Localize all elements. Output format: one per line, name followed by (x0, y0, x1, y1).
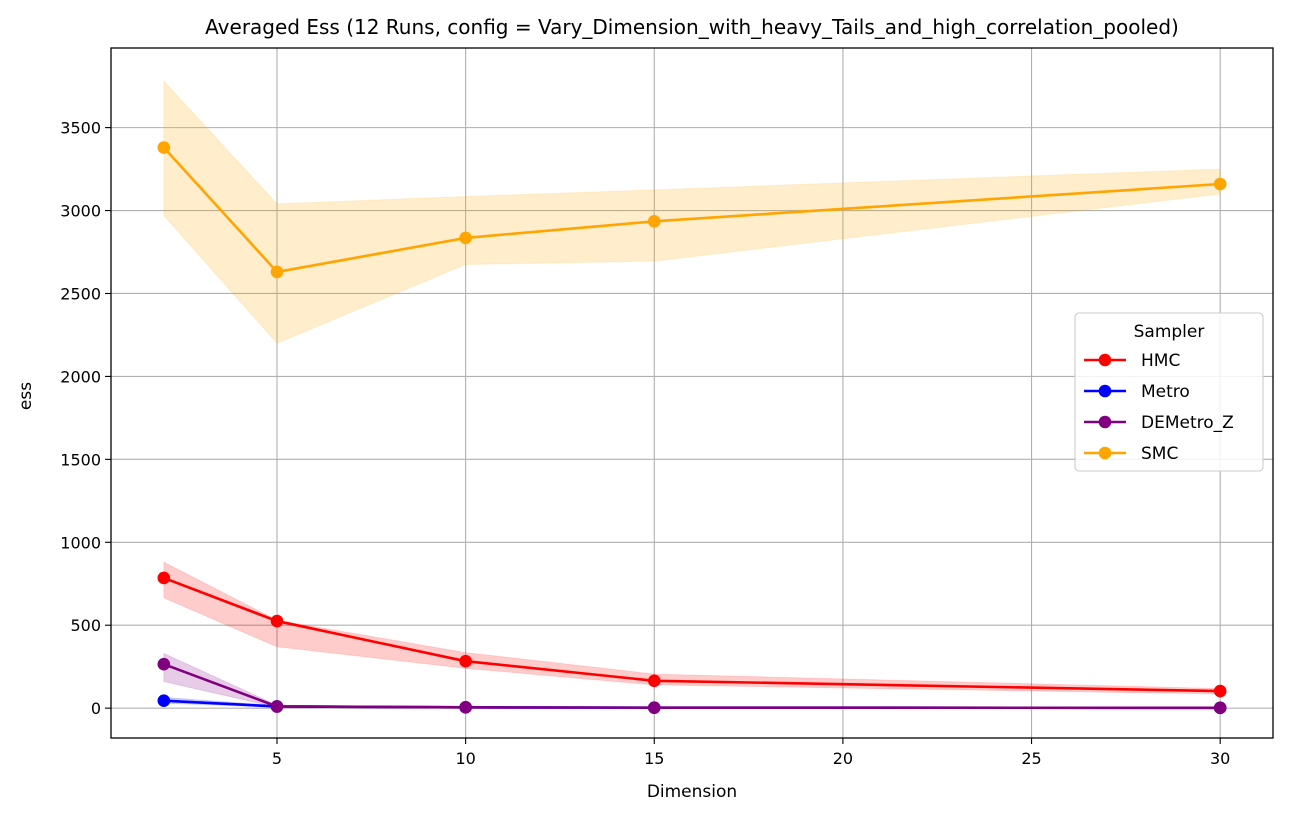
legend: Sampler HMC Metro DEMetro_Z SMC (1074, 312, 1264, 472)
legend-marker-metro (1098, 384, 1112, 398)
point-hmc (647, 674, 661, 688)
y-tick-label: 500 (70, 616, 101, 635)
x-tick-label: 5 (272, 749, 282, 768)
legend-marker-demetro_z (1098, 415, 1112, 429)
x-axis-ticks: 5 10 15 20 25 30 (272, 738, 1230, 768)
point-smc (157, 141, 171, 154)
y-tick-label: 3500 (60, 119, 101, 138)
x-tick-label: 15 (644, 749, 664, 768)
legend-marker-smc (1098, 446, 1112, 460)
legend-title: Sampler (1134, 322, 1205, 342)
point-smc (459, 231, 472, 245)
band-hmc (163, 561, 1221, 695)
y-tick-label: 1000 (60, 533, 101, 552)
point-hmc (459, 654, 472, 668)
legend-label-metro: Metro (1141, 382, 1190, 402)
point-smc (1213, 177, 1227, 191)
point-hmc (270, 614, 284, 628)
y-tick-label: 0 (91, 699, 101, 718)
y-axis-ticks: 0 500 1000 1500 2000 2500 3000 3500 (60, 119, 111, 718)
y-tick-label: 3000 (60, 202, 101, 221)
series-points (157, 141, 1227, 715)
x-tick-label: 20 (833, 749, 853, 768)
point-demetro_z (459, 701, 472, 714)
legend-marker-hmc (1098, 353, 1112, 367)
x-axis-label: Dimension (647, 782, 737, 802)
plot-frame (110, 47, 1274, 739)
y-tick-label: 2000 (60, 367, 101, 386)
point-demetro_z (1213, 701, 1227, 715)
chart-title: Averaged Ess (12 Runs, config = Vary_Dim… (205, 15, 1179, 39)
legend-label-demetro_z: DEMetro_Z (1141, 413, 1234, 433)
point-smc (270, 265, 284, 279)
point-demetro_z (647, 701, 661, 714)
point-hmc (1213, 684, 1227, 698)
legend-label-hmc: HMC (1141, 351, 1180, 371)
legend-label-smc: SMC (1141, 444, 1178, 464)
y-tick-label: 1500 (60, 450, 101, 469)
x-tick-label: 25 (1021, 749, 1041, 768)
x-tick-label: 10 (455, 749, 475, 768)
point-demetro_z (157, 657, 171, 671)
y-axis-label: ess (16, 382, 36, 410)
point-smc (647, 215, 661, 228)
point-demetro_z (270, 700, 284, 713)
point-metro (157, 694, 171, 707)
legend-box (1074, 312, 1264, 472)
y-tick-label: 2500 (60, 284, 101, 303)
point-hmc (157, 571, 171, 585)
confidence-bands (163, 79, 1221, 709)
x-tick-label: 30 (1210, 749, 1230, 768)
band-smc (163, 79, 1221, 344)
